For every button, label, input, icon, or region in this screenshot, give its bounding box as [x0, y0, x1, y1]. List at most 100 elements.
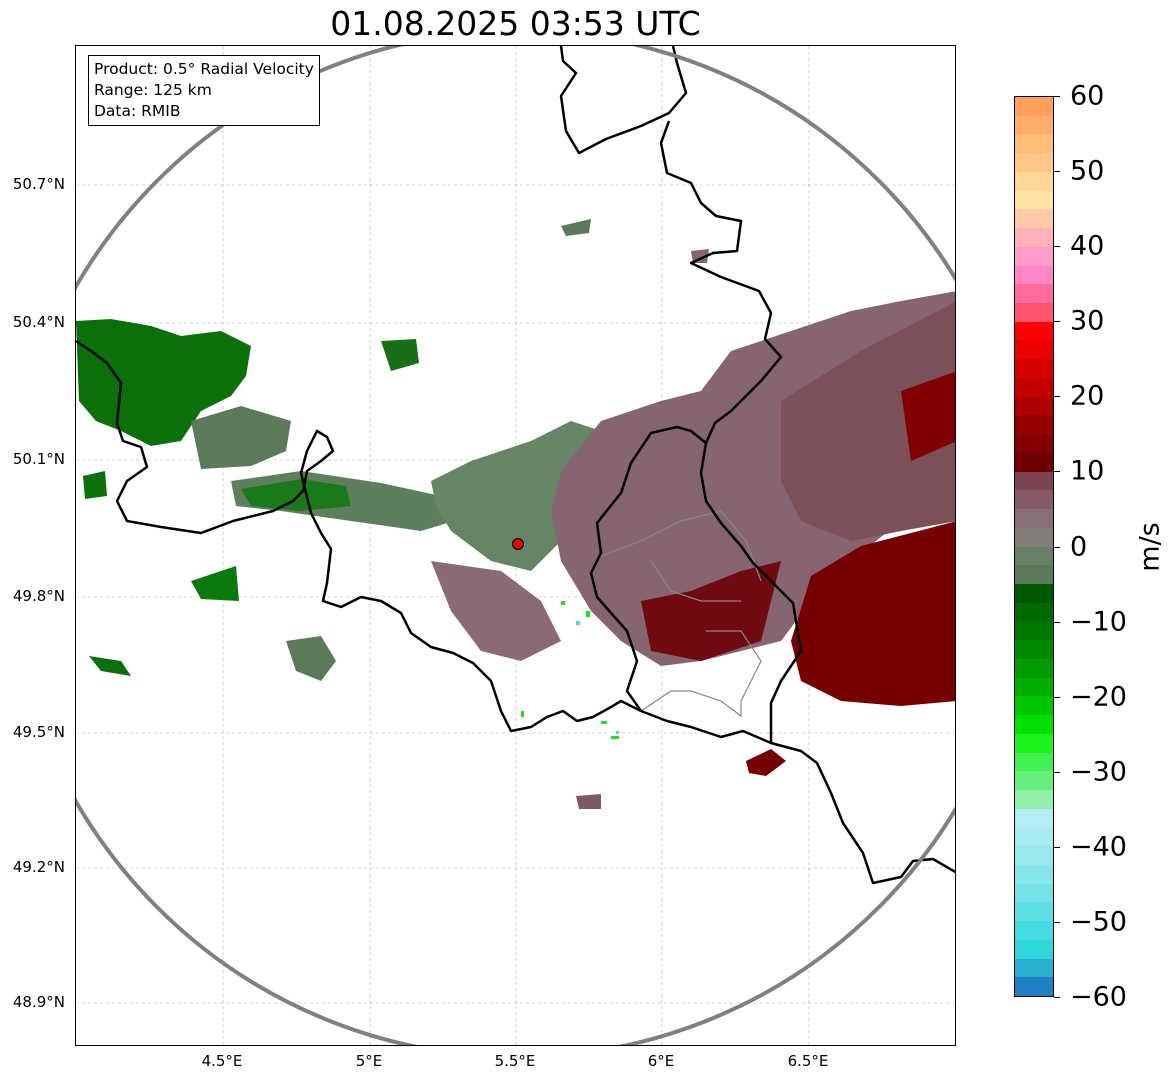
- colorbar-band: [1015, 977, 1053, 996]
- colorbar-band: [1015, 471, 1053, 492]
- colorbar-band: [1015, 134, 1053, 155]
- info-data-source: Data: RMIB: [94, 102, 181, 120]
- echo-muted-west: [191, 406, 291, 469]
- colorbar-tick-label: 50: [1070, 155, 1105, 187]
- velocity-echoes: [76, 219, 955, 809]
- echo-muted-small-1: [286, 636, 336, 681]
- colorbar-label: m/s: [1134, 522, 1166, 572]
- y-tick-label: 49.5°N: [12, 723, 65, 741]
- colorbar-tick-mark: [1054, 546, 1060, 548]
- colorbar-tick-label: −50: [1070, 906, 1127, 938]
- chart-title: 01.08.2025 03:53 UTC: [330, 4, 701, 43]
- x-tick-label: 5°E: [355, 1052, 383, 1070]
- colorbar-band: [1015, 452, 1053, 473]
- radar-map: [75, 45, 956, 1046]
- echo-inbound-small-2: [191, 566, 239, 601]
- colorbar-tick-mark: [1054, 96, 1060, 97]
- colorbar-tick-mark: [1054, 471, 1060, 473]
- y-tick-label: 49.2°N: [12, 858, 65, 876]
- colorbar-tick-label: 40: [1070, 230, 1105, 262]
- colorbar-band: [1015, 771, 1053, 791]
- colorbar-band: [1015, 153, 1053, 173]
- echo-inbound-cluster: [381, 339, 419, 371]
- colorbar-band: [1015, 265, 1053, 286]
- echo-inbound-west: [76, 319, 251, 446]
- colorbar-band: [1015, 883, 1053, 904]
- colorbar-band: [1015, 321, 1053, 342]
- x-tick-label: 5.5°E: [494, 1052, 536, 1070]
- colorbar-band: [1015, 284, 1053, 304]
- internal-borders: [600, 510, 762, 718]
- colorbar-tick-mark: [1054, 246, 1060, 248]
- colorbar-band: [1015, 115, 1053, 136]
- x-tick-label: 6°E: [647, 1052, 675, 1070]
- colorbar-tick-label: −40: [1070, 831, 1127, 863]
- y-tick-label: 48.9°N: [12, 993, 65, 1011]
- colorbar-band: [1015, 171, 1053, 192]
- colorbar-band: [1015, 789, 1053, 810]
- colorbar-band: [1015, 527, 1053, 548]
- y-tick-label: 49.8°N: [12, 587, 65, 605]
- colorbar-band: [1015, 640, 1053, 660]
- colorbar-band: [1015, 939, 1053, 960]
- echo-mauve-north: [691, 249, 709, 263]
- colorbar: [1014, 96, 1054, 997]
- echo-speckle-cyan: [576, 621, 619, 734]
- colorbar-tick-label: −20: [1070, 681, 1127, 713]
- colorbar-band: [1015, 396, 1053, 417]
- colorbar-band: [1015, 377, 1053, 398]
- colorbar-band: [1015, 209, 1053, 230]
- colorbar-tick-mark: [1054, 696, 1060, 698]
- echo-outbound-mauve-2: [781, 302, 955, 541]
- colorbar-band: [1015, 509, 1053, 529]
- radar-site-marker: [512, 538, 524, 550]
- y-tick-label: 50.7°N: [12, 175, 65, 193]
- echo-inbound-small: [89, 656, 131, 676]
- colorbar-band: [1015, 808, 1053, 829]
- colorbar-band: [1015, 921, 1053, 941]
- echo-inbound-strip: [241, 479, 351, 511]
- info-box: Product: 0.5° Radial Velocity Range: 125…: [88, 55, 320, 126]
- colorbar-tick-mark: [1054, 846, 1060, 848]
- colorbar-band: [1015, 621, 1053, 642]
- colorbar-tick-label: −30: [1070, 756, 1127, 788]
- colorbar-tick-mark: [1054, 321, 1060, 323]
- echo-speckle: [521, 601, 619, 739]
- map-canvas: [76, 46, 955, 1045]
- echo-mauve-south: [576, 794, 601, 809]
- colorbar-tick-label: −10: [1070, 606, 1127, 638]
- colorbar-band: [1015, 827, 1053, 848]
- colorbar-band: [1015, 958, 1053, 979]
- colorbar-tick-mark: [1054, 396, 1060, 398]
- country-borders: [76, 46, 955, 885]
- colorbar-band: [1015, 658, 1053, 679]
- colorbar-band: [1015, 359, 1053, 379]
- colorbar-band: [1015, 303, 1053, 323]
- colorbar-tick-label: 20: [1070, 380, 1105, 412]
- colorbar-tick-mark: [1054, 621, 1060, 623]
- echo-mauve-scatter: [431, 561, 561, 661]
- colorbar-tick-mark: [1054, 921, 1060, 923]
- colorbar-tick-mark: [1054, 171, 1060, 173]
- colorbar-band: [1015, 602, 1053, 623]
- colorbar-tick-label: 60: [1070, 80, 1105, 112]
- colorbar-band: [1015, 733, 1053, 754]
- x-tick-label: 4.5°E: [201, 1052, 243, 1070]
- colorbar-band: [1015, 415, 1053, 436]
- colorbar-tick-mark: [1054, 997, 1060, 998]
- colorbar-band: [1015, 696, 1053, 717]
- colorbar-band: [1015, 752, 1053, 773]
- colorbar-tick-mark: [1054, 771, 1060, 773]
- colorbar-band: [1015, 583, 1053, 604]
- colorbar-band: [1015, 546, 1053, 567]
- y-tick-label: 50.1°N: [12, 450, 65, 468]
- colorbar-band: [1015, 846, 1053, 866]
- colorbar-band: [1015, 490, 1053, 511]
- colorbar-band: [1015, 246, 1053, 267]
- colorbar-band: [1015, 97, 1053, 117]
- colorbar-tick-label: 30: [1070, 305, 1105, 337]
- echo-dark-east-strip: [641, 561, 781, 661]
- y-tick-label: 50.4°N: [12, 313, 65, 331]
- info-range: Range: 125 km: [94, 81, 212, 99]
- colorbar-band: [1015, 228, 1053, 248]
